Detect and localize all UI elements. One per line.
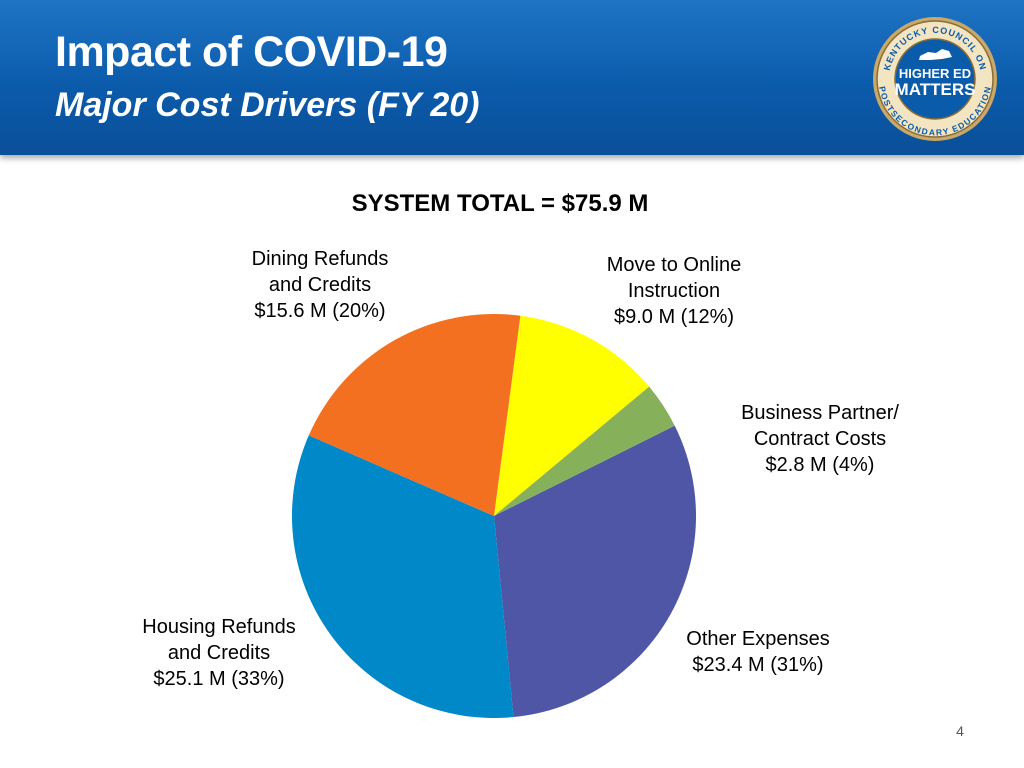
slice-label-other: Other Expenses $23.4 M (31%) xyxy=(668,626,848,678)
slice-label-line: Housing Refunds xyxy=(142,616,296,638)
slice-label-line: $23.4 M (31%) xyxy=(692,654,824,676)
slice-label-line: Contract Costs xyxy=(753,428,887,450)
slice-label-line: $9.0 M (12%) xyxy=(613,306,735,328)
slice-label-online: Move to Online Instruction $9.0 M (12%) xyxy=(593,252,755,330)
slice-label-housing: Housing Refunds and Credits $25.1 M (33%) xyxy=(124,614,314,692)
slice-label-line: and Credits xyxy=(167,642,271,664)
page-number: 4 xyxy=(956,723,964,739)
pie-slice-business xyxy=(494,386,675,516)
slice-label-line: and Credits xyxy=(268,274,372,296)
pie-slice-dining xyxy=(308,314,521,516)
logo-line1: HIGHER ED xyxy=(899,66,971,81)
slice-label-line: Instruction xyxy=(627,280,721,302)
pie-slice-housing xyxy=(291,435,514,719)
pie-slice-online xyxy=(494,315,650,516)
page-title: Impact of COVID-19 xyxy=(55,28,448,76)
slice-label-line: $2.8 M (4%) xyxy=(765,454,875,476)
pie-slice-other xyxy=(494,425,697,718)
slice-label-dining: Dining Refunds and Credits $15.6 M (20%) xyxy=(235,246,405,324)
page-subtitle: Major Cost Drivers (FY 20) xyxy=(55,86,480,124)
slice-label-line: $15.6 M (20%) xyxy=(254,300,386,322)
slice-label-line: $25.1 M (33%) xyxy=(153,668,285,690)
chart-title: SYSTEM TOTAL = $75.9 M xyxy=(351,190,649,217)
slice-label-line: Other Expenses xyxy=(686,628,830,650)
header-banner: Impact of COVID-19 Major Cost Drivers (F… xyxy=(0,0,1024,155)
slice-label-line: Business Partner/ xyxy=(741,402,899,424)
logo-line2: MATTERS xyxy=(895,80,976,99)
higher-ed-matters-logo: KENTUCKY COUNCIL ON POSTSECONDARY EDUCAT… xyxy=(873,17,997,141)
kentucky-state-icon xyxy=(919,49,952,60)
slice-label-line: Move to Online xyxy=(606,254,742,276)
slice-label-business: Business Partner/Contract Costs $2.8 M (4… xyxy=(725,400,915,478)
slice-label-line: Dining Refunds xyxy=(251,248,389,270)
